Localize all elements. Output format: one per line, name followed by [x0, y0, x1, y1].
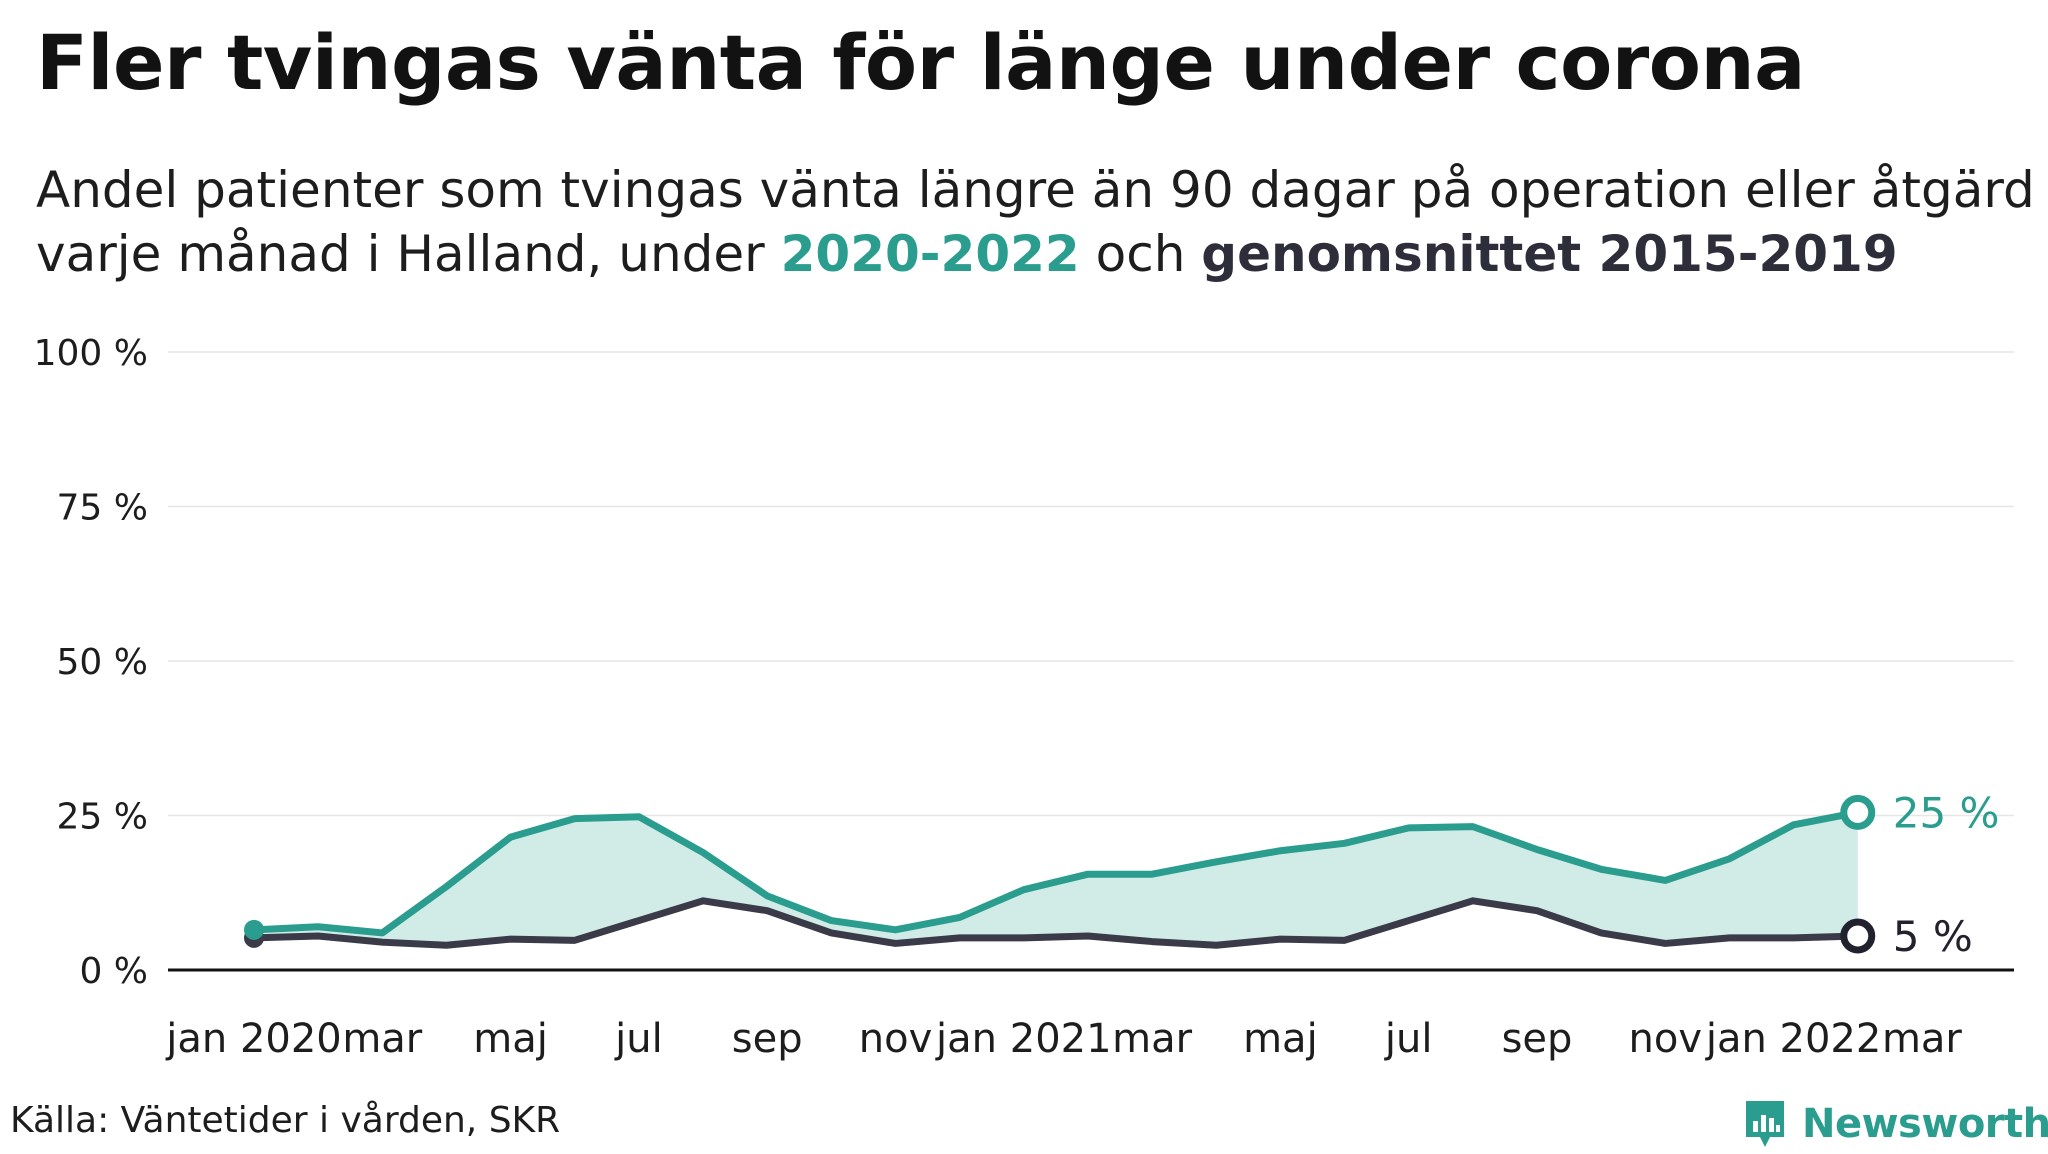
x-tick-label: jan 2020: [165, 1016, 342, 1062]
series-line-2020-2022: [250, 808, 1862, 937]
y-tick-label-50: 50 %: [57, 642, 148, 683]
grid-layer: 0 % 25 % 50 % 75 % 100 %: [34, 333, 2014, 992]
end-point-2020-2022: [1840, 794, 1876, 830]
brand-logo: Newsworthy: [1742, 1094, 2048, 1154]
x-tick-label: jan 2021: [935, 1016, 1112, 1062]
end-label-2020-2022: 25 %: [1893, 788, 2000, 837]
source-note: Källa: Väntetider i vården, SKR: [10, 1100, 561, 1141]
x-tick-label: jan 2022: [1705, 1016, 1882, 1062]
end-point-average: [1840, 918, 1876, 954]
y-tick-label-100: 100 %: [34, 333, 148, 374]
x-tick-label: mar: [1882, 1016, 1962, 1062]
x-tick-label: nov: [859, 1016, 933, 1062]
marker-layer: 25 % 5 %: [244, 788, 1999, 961]
end-label-average: 5 %: [1893, 912, 1973, 961]
subtitle-highlight-average: genomsnittet 2015-2019: [1201, 225, 1898, 283]
brand-name: Newsworthy: [1802, 1101, 2048, 1147]
subtitle-text-3: och: [1079, 225, 1202, 283]
x-tick-label: mar: [1112, 1016, 1192, 1062]
x-tick-label: jul: [1384, 1016, 1433, 1062]
x-tick-label: jul: [614, 1016, 663, 1062]
y-tick-label-0: 0 %: [79, 951, 148, 992]
series-line-average-2015-2019: [250, 897, 1862, 949]
chart-title: Fler tvingas vänta för länge under coron…: [36, 18, 1805, 107]
y-tick-label-75: 75 %: [57, 488, 148, 529]
x-axis: jan 2020 mar maj jul sep nov jan 2021 mar maj jul…: [165, 1016, 1962, 1062]
subtitle-text-1: Andel patienter som tvingas vänta längre…: [36, 161, 2035, 219]
x-tick-label: nov: [1629, 1016, 1703, 1062]
x-tick-label: maj: [1243, 1016, 1318, 1062]
chart-subtitle: Andel patienter som tvingas vänta längre…: [36, 158, 2046, 286]
line-layer: [250, 808, 1862, 949]
x-tick-label: sep: [1502, 1016, 1573, 1062]
x-tick-label: maj: [473, 1016, 548, 1062]
newsworthy-logo-icon: [1746, 1101, 1784, 1147]
x-tick-label: mar: [342, 1016, 422, 1062]
x-tick-label: sep: [732, 1016, 803, 1062]
start-point-2020-2022: [244, 919, 264, 940]
subtitle-highlight-2020-2022: 2020-2022: [780, 225, 1080, 283]
subtitle-text-2: varje månad i Halland, under: [36, 225, 781, 283]
y-tick-label-25: 25 %: [57, 797, 148, 838]
